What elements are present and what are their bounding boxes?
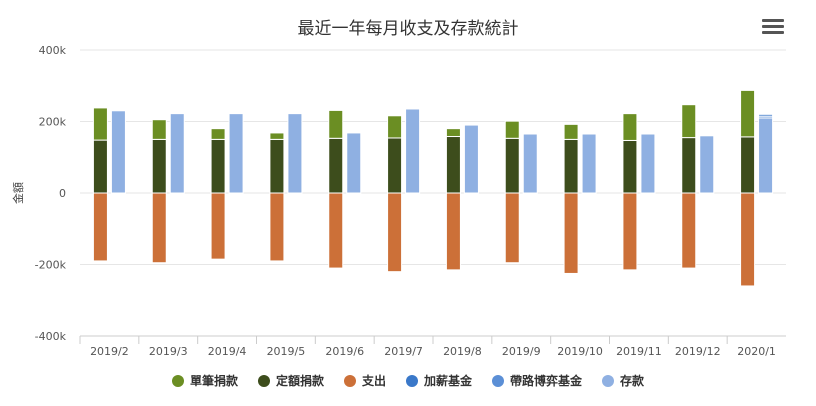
bar-定額捐款[interactable] bbox=[622, 139, 638, 194]
legend-item[interactable]: 加薪基金 bbox=[406, 372, 472, 389]
bar-單筆捐款[interactable] bbox=[445, 128, 461, 138]
bar-定額捐款[interactable] bbox=[445, 136, 461, 194]
x-tick-label: 2020/1 bbox=[737, 345, 776, 358]
legend-item[interactable]: 單筆捐款 bbox=[171, 372, 238, 389]
legend-label: 存款 bbox=[620, 374, 645, 388]
x-tick-label: 2019/7 bbox=[384, 345, 423, 358]
legend-marker-icon bbox=[343, 374, 356, 387]
legend-marker-icon bbox=[602, 374, 615, 387]
y-tick-label: -200k bbox=[35, 259, 67, 272]
bar-存款[interactable] bbox=[169, 113, 185, 194]
bar-存款[interactable] bbox=[699, 135, 715, 194]
bar-支出[interactable] bbox=[151, 192, 167, 264]
y-tick-label: 0 bbox=[59, 187, 66, 200]
x-tick-label: 2019/12 bbox=[675, 345, 721, 358]
bar-定額捐款[interactable] bbox=[210, 138, 226, 194]
bar-支出[interactable] bbox=[387, 192, 403, 273]
bar-存款[interactable] bbox=[228, 113, 244, 194]
x-tick-label: 2019/10 bbox=[557, 345, 603, 358]
bar-支出[interactable] bbox=[328, 192, 344, 269]
bar-單筆捐款[interactable] bbox=[151, 119, 167, 140]
bar-單筆捐款[interactable] bbox=[740, 89, 756, 138]
bar-定額捐款[interactable] bbox=[504, 137, 520, 194]
bar-定額捐款[interactable] bbox=[328, 137, 344, 194]
y-tick-label: -400k bbox=[35, 330, 67, 343]
chart-title: 最近一年每月收支及存款統計 bbox=[297, 19, 519, 39]
x-tick-label: 2019/5 bbox=[267, 345, 306, 358]
bar-支出[interactable] bbox=[210, 192, 226, 260]
bar-存款[interactable] bbox=[758, 117, 774, 194]
legend-marker-icon bbox=[492, 374, 505, 387]
bar-存款[interactable] bbox=[110, 110, 126, 194]
chart-legend: 單筆捐款 定額捐款 支出 加薪基金 帶路博弈基金 存款 bbox=[0, 372, 816, 389]
bar-存款[interactable] bbox=[463, 124, 479, 194]
legend-label: 定額捐款 bbox=[275, 374, 324, 388]
x-tick-label: 2019/11 bbox=[616, 345, 662, 358]
bar-存款[interactable] bbox=[287, 113, 303, 194]
bar-支出[interactable] bbox=[740, 192, 756, 287]
y-tick-label: 400k bbox=[39, 44, 67, 57]
bar-加薪基金[interactable] bbox=[758, 113, 774, 117]
bar-單筆捐款[interactable] bbox=[681, 104, 697, 139]
x-tick-label: 2019/8 bbox=[443, 345, 482, 358]
bar-支出[interactable] bbox=[269, 192, 285, 262]
bar-定額捐款[interactable] bbox=[269, 138, 285, 194]
x-tick-label: 2019/9 bbox=[502, 345, 541, 358]
bar-支出[interactable] bbox=[504, 192, 520, 264]
x-tick-label: 2019/3 bbox=[149, 345, 188, 358]
bar-存款[interactable] bbox=[581, 133, 597, 194]
legend-label: 帶路博弈基金 bbox=[510, 374, 583, 388]
bar-定額捐款[interactable] bbox=[387, 137, 403, 194]
bar-支出[interactable] bbox=[92, 192, 108, 262]
bar-支出[interactable] bbox=[445, 192, 461, 271]
legend-label: 單筆捐款 bbox=[189, 374, 238, 388]
bar-存款[interactable] bbox=[522, 133, 538, 194]
bar-定額捐款[interactable] bbox=[740, 136, 756, 194]
bar-單筆捐款[interactable] bbox=[387, 115, 403, 139]
bar-存款[interactable] bbox=[346, 132, 362, 194]
x-tick-label: 2019/2 bbox=[90, 345, 129, 358]
bar-單筆捐款[interactable] bbox=[563, 123, 579, 140]
bar-定額捐款[interactable] bbox=[151, 138, 167, 194]
bar-定額捐款[interactable] bbox=[563, 138, 579, 194]
legend-label: 加薪基金 bbox=[424, 374, 473, 388]
x-tick-label: 2019/4 bbox=[208, 345, 247, 358]
bar-單筆捐款[interactable] bbox=[328, 109, 344, 139]
hamburger-menu-icon[interactable] bbox=[762, 19, 784, 37]
bar-單筆捐款[interactable] bbox=[622, 113, 638, 141]
bar-單筆捐款[interactable] bbox=[92, 107, 108, 141]
bar-支出[interactable] bbox=[563, 192, 579, 274]
legend-item[interactable]: 存款 bbox=[602, 372, 644, 389]
bar-存款[interactable] bbox=[405, 108, 421, 194]
bar-支出[interactable] bbox=[681, 192, 697, 269]
bar-單筆捐款[interactable] bbox=[210, 128, 226, 140]
legend-marker-icon bbox=[406, 374, 418, 387]
bar-單筆捐款[interactable] bbox=[504, 120, 520, 139]
bar-單筆捐款[interactable] bbox=[269, 132, 285, 140]
legend-marker-icon bbox=[257, 374, 270, 387]
legend-item[interactable]: 帶路博弈基金 bbox=[492, 372, 582, 389]
bar-支出[interactable] bbox=[622, 192, 638, 271]
legend-item[interactable]: 定額捐款 bbox=[257, 372, 324, 389]
y-axis-label: 金額 bbox=[11, 182, 25, 204]
legend-marker-icon bbox=[171, 374, 184, 387]
x-tick-label: 2019/6 bbox=[325, 345, 364, 358]
bar-存款[interactable] bbox=[640, 133, 656, 194]
bar-定額捐款[interactable] bbox=[92, 139, 108, 194]
bar-定額捐款[interactable] bbox=[681, 137, 697, 194]
y-tick-label: 200k bbox=[39, 116, 67, 129]
legend-item[interactable]: 支出 bbox=[343, 372, 386, 389]
legend-label: 支出 bbox=[361, 374, 386, 388]
